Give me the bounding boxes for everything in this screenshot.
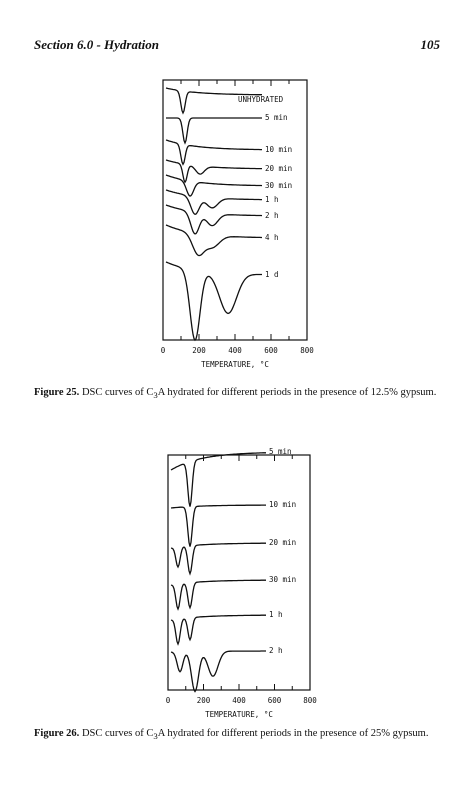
curve-label: 30 min [265,181,292,190]
curve-label: 5 min [269,447,292,456]
curve-label: 4 h [265,233,279,242]
dsc-curve [170,452,266,507]
x-tick-label: 200 [197,696,211,705]
curve-label: 10 min [265,145,292,154]
caption: Figure 25. DSC curves of C3A hydrated fo… [34,386,440,402]
dsc-curve [165,224,262,257]
dsc-curve [165,189,262,216]
x-axis-label: TEMPERATURE, °C [205,710,273,719]
caption-text: A hydrated for different periods in the … [157,728,429,739]
dsc-curve [170,542,266,576]
caption-text: A hydrated for different periods in the … [157,387,437,398]
x-tick-label: 800 [303,696,317,705]
x-tick-label: 400 [232,696,246,705]
page-number: 105 [420,37,441,52]
x-tick-label: 0 [166,696,171,705]
x-tick-label: 600 [268,696,282,705]
curve-label: 30 min [269,575,296,584]
dsc-curve [170,504,266,547]
caption-subscript: 3 [153,731,158,742]
caption: Figure 26. DSC curves of C3A hydrated fo… [34,727,440,743]
section-title: Section 6.0 - Hydration [34,37,159,52]
dsc-curve [166,117,262,145]
caption-text: DSC curves of C [79,728,154,739]
caption-text: DSC curves of C [79,387,154,398]
x-axis-label: TEMPERATURE, °C [201,360,269,369]
caption-label: Figure 25. [34,387,80,398]
dsc-curve [170,579,266,611]
curve-label: 1 d [265,270,279,279]
dsc-curve [165,174,263,197]
dsc-curve [165,87,262,115]
curve-label: 2 h [269,646,283,655]
x-tick-label: 800 [300,346,314,355]
dsc-curve [165,139,262,166]
curve-label: 2 h [265,211,279,220]
caption-label: Figure 26. [34,728,80,739]
curve-label: 5 min [265,113,288,122]
dsc-curve [170,650,266,693]
curve-label: 1 h [269,610,283,619]
dsc-curve [165,204,263,235]
x-tick-label: 0 [161,346,166,355]
x-tick-label: 400 [228,346,242,355]
curve-label: 10 min [269,500,296,509]
dsc-curve [170,614,266,646]
curve-label: 20 min [265,164,292,173]
dsc-curve [165,159,262,184]
caption-subscript: 3 [153,390,158,401]
curve-label: 20 min [269,538,296,547]
curve-label: UNHYDRATED [238,95,284,104]
x-tick-label: 600 [264,346,278,355]
dsc-curve [165,261,262,342]
x-tick-label: 200 [192,346,206,355]
curve-label: 1 h [265,195,279,204]
